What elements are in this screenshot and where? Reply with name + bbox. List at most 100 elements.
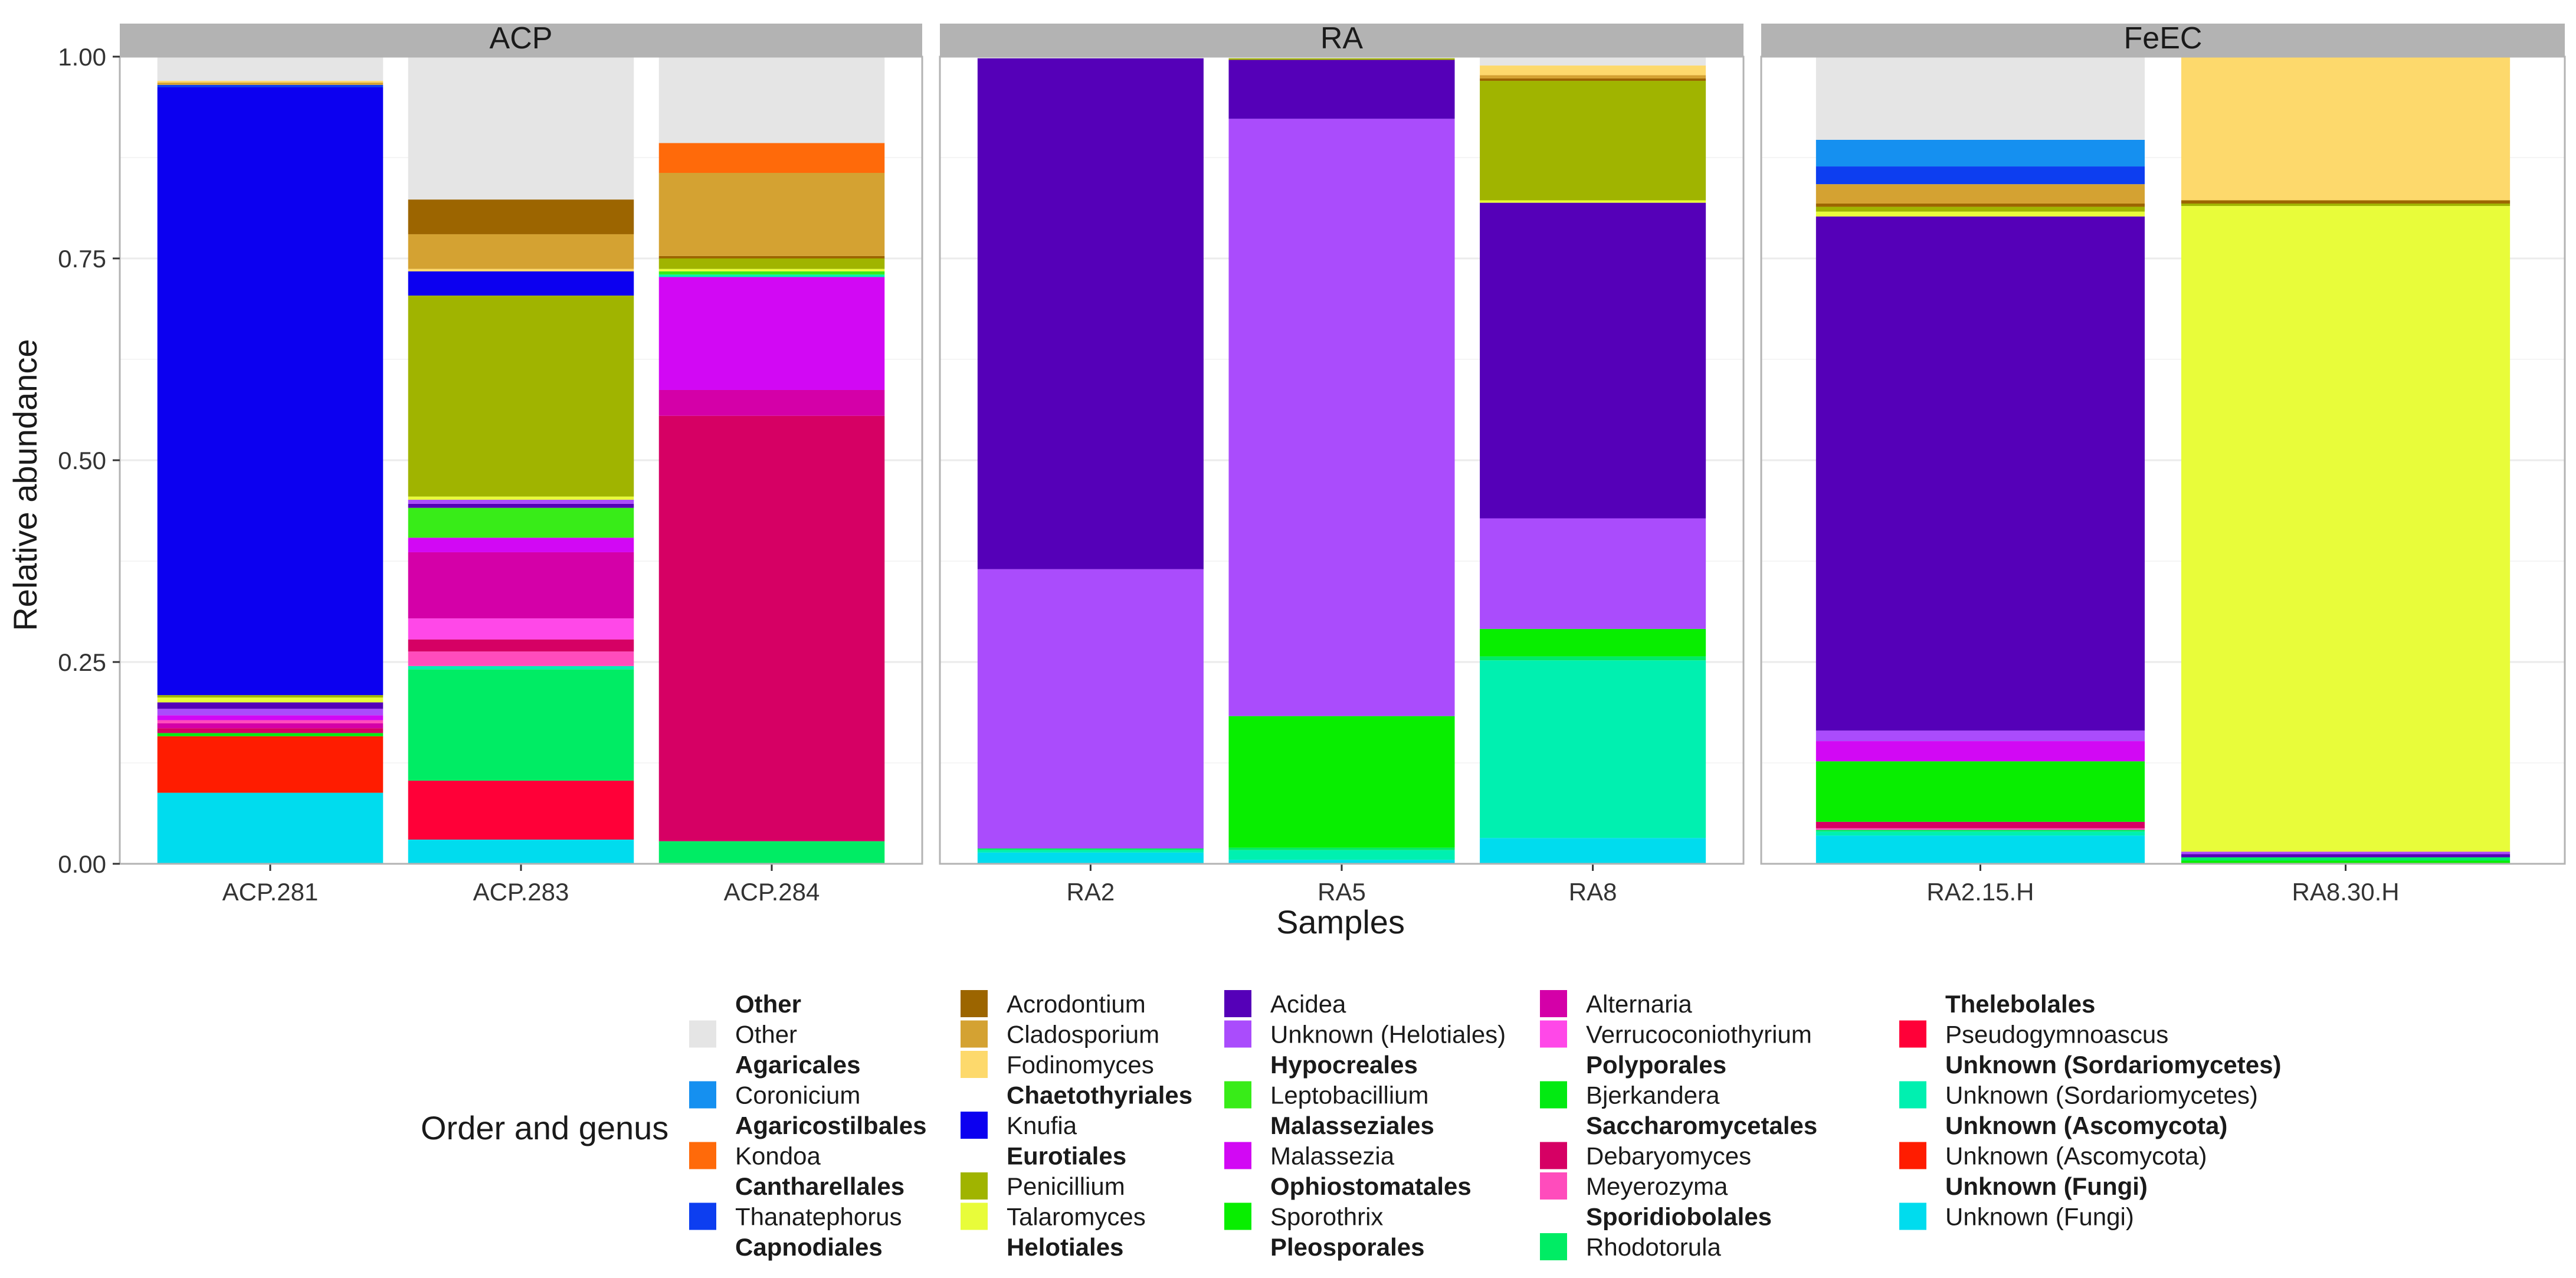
bar-segment <box>1228 58 1455 60</box>
bar-segment <box>408 639 634 652</box>
y-axis: 0.00 0.25 0.50 0.75 1.00 <box>58 43 120 878</box>
bar-segment <box>1480 65 1706 76</box>
bar-segment <box>658 271 885 275</box>
bar-segment <box>157 723 384 729</box>
bar-segment <box>408 271 634 296</box>
legend-order-header: Unknown (Fungi) <box>1945 1172 2148 1200</box>
legend-genus-label: Alternaria <box>1586 990 1692 1018</box>
bar-segment <box>408 57 634 200</box>
bar-RA8 <box>1480 57 1706 864</box>
legend-swatch <box>1899 1202 1926 1230</box>
bar-segment <box>408 666 634 670</box>
bar-ACP.284 <box>658 57 885 864</box>
bar-segment <box>2181 206 2511 852</box>
legend-swatch <box>1540 1142 1567 1169</box>
legend-swatch <box>1540 1020 1567 1048</box>
legend-genus-label: Other <box>735 1021 797 1048</box>
x-tick-label: RA2 <box>1067 878 1115 906</box>
legend-genus-label: Thanatephorus <box>735 1203 902 1231</box>
bar-segment <box>658 258 885 269</box>
bar-segment <box>2181 57 2511 201</box>
legend-genus-label: Debaryomyces <box>1586 1142 1751 1170</box>
legend-order-header: Agaricostilbales <box>735 1112 926 1139</box>
legend-swatch <box>689 1020 716 1048</box>
legend-swatch <box>689 1081 716 1109</box>
x-tick-label: RA5 <box>1318 878 1366 906</box>
bar-segment <box>1815 207 2145 212</box>
bar-segment <box>408 234 634 269</box>
legend-swatch <box>1899 1081 1926 1109</box>
legend-order-header: Eurotiales <box>1007 1142 1126 1170</box>
legend-genus-label: Acidea <box>1270 990 1346 1018</box>
legend-genus-label: Pseudogymnoascus <box>1945 1021 2168 1048</box>
bar-RA2 <box>977 57 1204 864</box>
legend-genus-label: Sporothrix <box>1270 1203 1383 1231</box>
facet-panel-ra: RA RA2 RA5 RA8 <box>939 21 1745 906</box>
panel-border <box>1760 55 2566 865</box>
legend-swatch <box>1224 990 1251 1017</box>
bar-segment <box>658 415 885 841</box>
legend-swatch <box>1899 1020 1926 1048</box>
bar-segment <box>157 733 384 736</box>
legend-order-header: Capnodiales <box>735 1233 883 1261</box>
legend-genus-label: Leptobacillium <box>1270 1082 1429 1109</box>
bar-segment <box>1228 60 1455 119</box>
bar-segment <box>157 720 384 723</box>
bar-ACP.281 <box>157 57 384 864</box>
bar-segment <box>658 274 885 277</box>
bar-segment <box>658 57 885 143</box>
bar-segment <box>408 496 634 500</box>
legend-swatch <box>1224 1142 1251 1169</box>
legend-genus-label: Kondoa <box>735 1142 821 1170</box>
bar-RA5 <box>1228 57 1455 864</box>
bar-segment <box>1815 211 2145 217</box>
bar-segment <box>157 792 384 864</box>
x-tick-label: ACP.281 <box>222 878 319 906</box>
facet-panels: ACP ACP.281 ACP.283 ACP.284 RA RA2 RA5 RA8 FeEC R… <box>119 21 2566 906</box>
legend-order-header: Helotiales <box>1007 1233 1123 1261</box>
bar-segment <box>1480 81 1706 201</box>
legend-swatch <box>961 1020 988 1048</box>
bar-segment <box>1815 835 2145 864</box>
legend-genus-label: Verrucoconiothyrium <box>1586 1021 1812 1048</box>
y-axis-title: Relative abundance <box>6 339 44 631</box>
legend-genus-label: Fodinomyces <box>1007 1051 1154 1079</box>
bar-segment <box>658 172 885 256</box>
bar-RA2.15.H <box>1815 57 2145 864</box>
bar-ACP.283 <box>408 57 634 864</box>
bar-segment <box>1228 850 1455 860</box>
legend-genus-label: Acrodontium <box>1007 990 1146 1018</box>
bar-segment <box>1815 57 2145 140</box>
bar-segment <box>2181 203 2511 207</box>
legend-swatch <box>1540 1081 1567 1109</box>
legend-genus-label: Malassezia <box>1270 1142 1395 1170</box>
bar-RA8.30.H <box>2181 57 2511 864</box>
bar-segment <box>2181 857 2511 861</box>
bar-segment <box>658 277 885 390</box>
bar-segment <box>1480 78 1706 81</box>
panel-border <box>939 55 1745 865</box>
legend-genus-label: Meyerozyma <box>1586 1172 1728 1200</box>
bar-segment <box>658 255 885 258</box>
facet-panel-acp: ACP ACP.281 ACP.283 ACP.284 <box>119 21 923 906</box>
legend-genus-label: Bjerkandera <box>1586 1082 1720 1109</box>
legend-genus-label: Penicillium <box>1007 1172 1125 1200</box>
legend-genus-label: Unknown (Helotiales) <box>1270 1021 1506 1048</box>
bar-segment <box>658 841 885 864</box>
bar-segment <box>408 503 634 508</box>
bar-segment <box>1815 831 2145 836</box>
bar-segment <box>157 82 384 85</box>
bar-segment <box>1480 660 1706 838</box>
legend-order-header: Agaricales <box>735 1051 860 1079</box>
bar-segment <box>157 84 384 87</box>
bar-segment <box>2181 200 2511 204</box>
bar-segment <box>157 697 384 703</box>
bar-segment <box>2181 851 2511 854</box>
legend-order-header: Sporidiobolales <box>1586 1203 1772 1231</box>
bar-segment <box>157 695 384 698</box>
legend-genus-label: Unknown (Fungi) <box>1945 1203 2134 1231</box>
bar-segment <box>408 618 634 640</box>
legend-genus-label: Coronicium <box>735 1082 860 1109</box>
bar-segment <box>1228 119 1455 716</box>
bar-segment <box>1815 828 2145 830</box>
